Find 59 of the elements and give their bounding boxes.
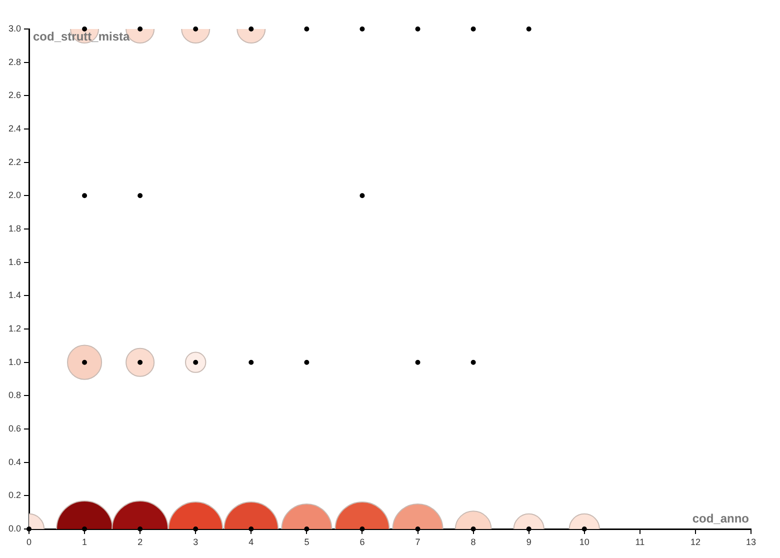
point [415,26,420,32]
point [248,360,254,365]
y-tick-label: 3.0 [8,23,21,34]
point [193,526,198,532]
point [26,526,32,532]
point [138,26,143,32]
x-tick-label: 0 [26,536,32,547]
y-tick-label: 1.4 [8,290,21,300]
point [82,360,88,365]
x-tick-label: 1 [82,536,88,547]
point [582,526,587,532]
point [304,360,310,365]
point [138,193,143,198]
y-tick-label: 2.0 [8,190,21,200]
x-tick-label: 12 [690,536,700,547]
y-tick-label: 2.8 [8,56,21,67]
x-axis-title: cod_anno [692,511,749,526]
point [470,360,476,365]
y-tick-label: 0.4 [8,456,21,467]
point [82,193,88,198]
point [415,360,420,365]
point [360,26,365,32]
point [82,526,88,532]
point [360,526,365,532]
point [470,526,476,532]
x-tick-label: 6 [360,536,365,547]
x-tick-label: 10 [579,536,590,547]
point [304,526,310,532]
point [360,193,365,198]
point [193,26,198,32]
x-tick-label: 2 [138,536,143,547]
y-tick-label: 1.6 [8,256,21,267]
point [470,26,476,32]
y-tick-label: 1.2 [8,323,21,334]
y-tick-label: 2.4 [8,123,21,134]
y-tick-label: 0.2 [8,490,21,500]
x-tick-label: 5 [304,536,310,547]
x-tick-label: 8 [470,536,476,547]
y-tick-label: 1.0 [8,356,21,367]
point [138,526,143,532]
y-tick-label: 2.2 [8,156,21,167]
y-tick-label: 2.6 [8,90,21,100]
point [248,526,254,532]
point [138,360,143,365]
x-tick-label: 7 [415,536,420,547]
x-tick-label: 13 [746,536,756,547]
y-tick-label: 0.8 [8,390,21,400]
point [304,26,310,32]
x-tick-label: 3 [193,536,198,547]
y-tick-label: 0.6 [8,423,21,434]
point [248,26,254,32]
y-tick-label: 1.8 [8,223,21,234]
point [415,526,420,532]
x-tick-label: 9 [526,536,532,547]
y-tick-label: 0.0 [8,523,21,534]
point [526,526,532,532]
x-tick-label: 11 [635,536,645,547]
point [526,26,532,32]
x-tick-label: 4 [248,536,254,547]
